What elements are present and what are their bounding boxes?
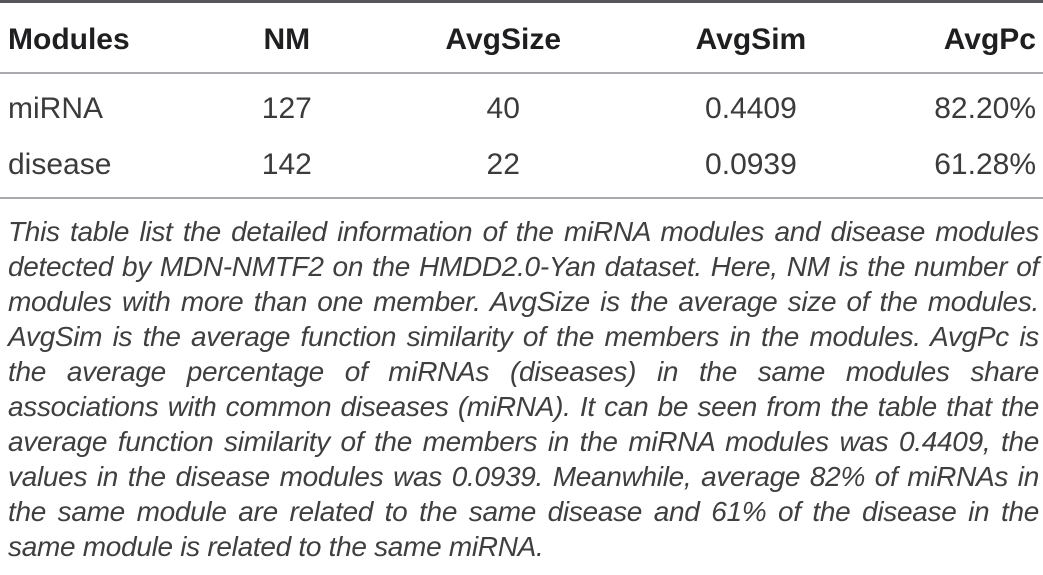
table-header-row: Modules NM AvgSize AvgSim AvgPc	[0, 1, 1043, 74]
cell-mirna-avgsim: 0.4409	[705, 92, 797, 125]
cell-disease-nm: 142	[177, 137, 397, 199]
table-caption: This table list the detailed information…	[8, 216, 1039, 562]
cell-disease-avgsim: 0.0939	[610, 137, 892, 199]
column-header-avgsim: AvgSim	[610, 1, 892, 74]
cell-mirna-module: miRNA	[8, 92, 103, 125]
cell-disease-module: disease	[0, 137, 178, 199]
cell-mirna-avgpc: 82.20%	[934, 92, 1036, 125]
cell-mirna-avgsize: 40	[486, 92, 520, 125]
column-header-modules: Modules	[0, 1, 178, 74]
modules-statistics-table: Modules NM AvgSize AvgSim AvgPc miRNA 12…	[0, 0, 1043, 199]
column-header-nm: NM	[177, 1, 397, 74]
cell-mirna-nm: 127	[261, 92, 312, 125]
column-header-avgpc: AvgPc	[891, 1, 1043, 74]
table-row-mirna: miRNA 127 40 0.4409 82.20%	[0, 73, 1043, 137]
cell-disease-avgpc: 61.28%	[891, 137, 1043, 199]
cell-disease-avgsize: 22	[396, 137, 611, 199]
column-header-avgsize: AvgSize	[396, 1, 611, 74]
table-row-disease: disease 142 22 0.0939 61.28%	[0, 137, 1043, 199]
